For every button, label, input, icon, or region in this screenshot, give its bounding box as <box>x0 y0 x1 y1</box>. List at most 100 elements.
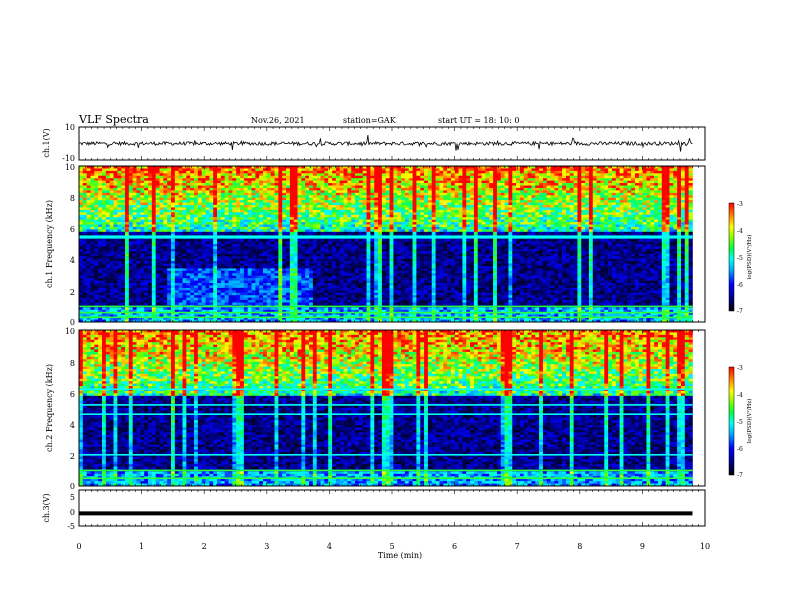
spectrogram-cell <box>132 197 137 201</box>
spectrogram-cell <box>266 253 272 257</box>
spectrogram-cell <box>232 226 237 230</box>
spectrogram-cell <box>113 302 118 306</box>
spectrogram-cell <box>190 265 195 269</box>
spectrogram-cell <box>109 265 114 269</box>
spectrogram-cell <box>236 283 241 286</box>
spectrogram-cell <box>167 209 172 213</box>
spectrogram-cell <box>236 295 241 298</box>
spectrogram-cell <box>316 217 321 220</box>
spectrogram-cell <box>347 302 352 306</box>
spectrogram-cell <box>358 214 364 218</box>
spectrogram-cell <box>186 317 191 320</box>
spectrogram-cell <box>148 170 153 174</box>
spectrogram-cell <box>155 239 160 242</box>
spectrogram-cell <box>186 290 191 294</box>
spectrogram-cell <box>274 173 279 177</box>
spectrogram-cell <box>259 192 264 196</box>
spectrogram-cell <box>228 275 233 279</box>
spectrogram-cell <box>301 317 306 320</box>
spectrogram-cell <box>140 226 145 230</box>
spectrogram-cell <box>332 192 337 196</box>
spectrogram-cell <box>82 283 87 286</box>
spectrogram-cell <box>366 207 371 211</box>
spectrogram-cell <box>113 285 118 289</box>
spectrogram-cell <box>328 280 333 284</box>
spectrogram-cell <box>79 309 84 313</box>
spectrogram-cell <box>109 297 114 301</box>
spectrogram-cell <box>155 231 160 235</box>
spectrogram-cell <box>351 207 356 211</box>
spectrogram-cell <box>155 183 160 186</box>
spectrogram-cell <box>362 253 367 257</box>
spectrogram-cell <box>148 202 153 206</box>
spectrogram-cell <box>140 317 145 320</box>
spectrogram-cell <box>125 168 130 172</box>
spectrogram-cell <box>197 200 202 203</box>
spectrogram-cell <box>347 285 352 289</box>
spectrogram-cell <box>282 200 287 203</box>
spectrogram-cell <box>98 263 103 267</box>
spectrogram-cell <box>309 278 314 281</box>
spectrogram-cell <box>155 287 160 291</box>
spectrogram-cell <box>86 217 91 220</box>
spectrogram-cell <box>251 307 256 311</box>
spectrogram-cell <box>255 170 260 174</box>
spectrogram-cell <box>94 185 99 189</box>
spectrogram-cell <box>82 295 87 298</box>
spectrogram-cell <box>171 219 176 223</box>
spectrogram-cell <box>266 283 272 286</box>
spectrogram-cell <box>332 317 337 320</box>
spectrogram-cell <box>163 219 168 223</box>
spectrogram-cell <box>117 209 122 213</box>
spectrogram-cell <box>255 195 260 198</box>
spectrogram-cell <box>232 166 237 169</box>
spectrogram-cell <box>312 212 318 216</box>
spectrogram-cell <box>178 280 183 284</box>
spectrogram-cell <box>167 244 172 247</box>
spectrogram-cell <box>312 192 318 196</box>
spectrogram-cell <box>136 285 141 289</box>
spectrogram-cell <box>370 166 375 169</box>
spectrogram-cell <box>217 168 222 172</box>
spectrogram-cell <box>121 263 126 267</box>
spectrogram-cell <box>351 197 356 201</box>
spectrogram-cell <box>328 275 333 279</box>
spectrogram-cell <box>197 170 202 174</box>
spectrogram-cell <box>232 246 237 250</box>
spectrogram-cell <box>213 280 218 284</box>
spectrogram-cell <box>278 180 283 184</box>
spectrogram-cell <box>148 307 153 311</box>
spectrogram-cell <box>136 180 141 184</box>
spectrogram-cell <box>213 285 218 289</box>
spectrogram-cell <box>263 209 268 213</box>
spectrogram-cell <box>293 317 298 320</box>
spectrogram-cell <box>186 195 191 198</box>
spectrogram-cell <box>358 251 364 255</box>
spectrogram-cell <box>251 175 256 179</box>
spectrogram-cell <box>132 258 137 262</box>
spectrogram-cell <box>224 273 229 276</box>
spectrogram-cell <box>163 253 168 257</box>
spectrogram-cell <box>136 270 141 274</box>
spectrogram-cell <box>128 256 133 259</box>
spectrogram-cell <box>205 309 210 313</box>
spectrogram-cell <box>358 270 364 274</box>
spectrogram-cell <box>144 314 149 318</box>
spectrogram-cell <box>171 241 176 245</box>
spectrogram-cell <box>240 275 245 279</box>
spectrogram-cell <box>358 295 364 298</box>
spectrogram-cell <box>128 192 133 196</box>
spectrogram-cell <box>228 270 233 274</box>
spectrogram-cell <box>178 268 183 272</box>
spectrogram-cell <box>240 200 245 203</box>
spectrogram-cell <box>125 185 130 189</box>
spectrogram-cell <box>167 302 172 306</box>
spectrogram-cell <box>240 314 245 318</box>
spectrogram-cell <box>201 180 206 184</box>
spectrogram-cell <box>213 187 218 191</box>
spectrogram-cell <box>132 297 137 301</box>
spectrogram-cell <box>259 248 264 252</box>
spectrogram-cell <box>259 270 264 274</box>
spectrogram-cell <box>228 166 233 169</box>
spectrogram-cell <box>301 166 306 169</box>
